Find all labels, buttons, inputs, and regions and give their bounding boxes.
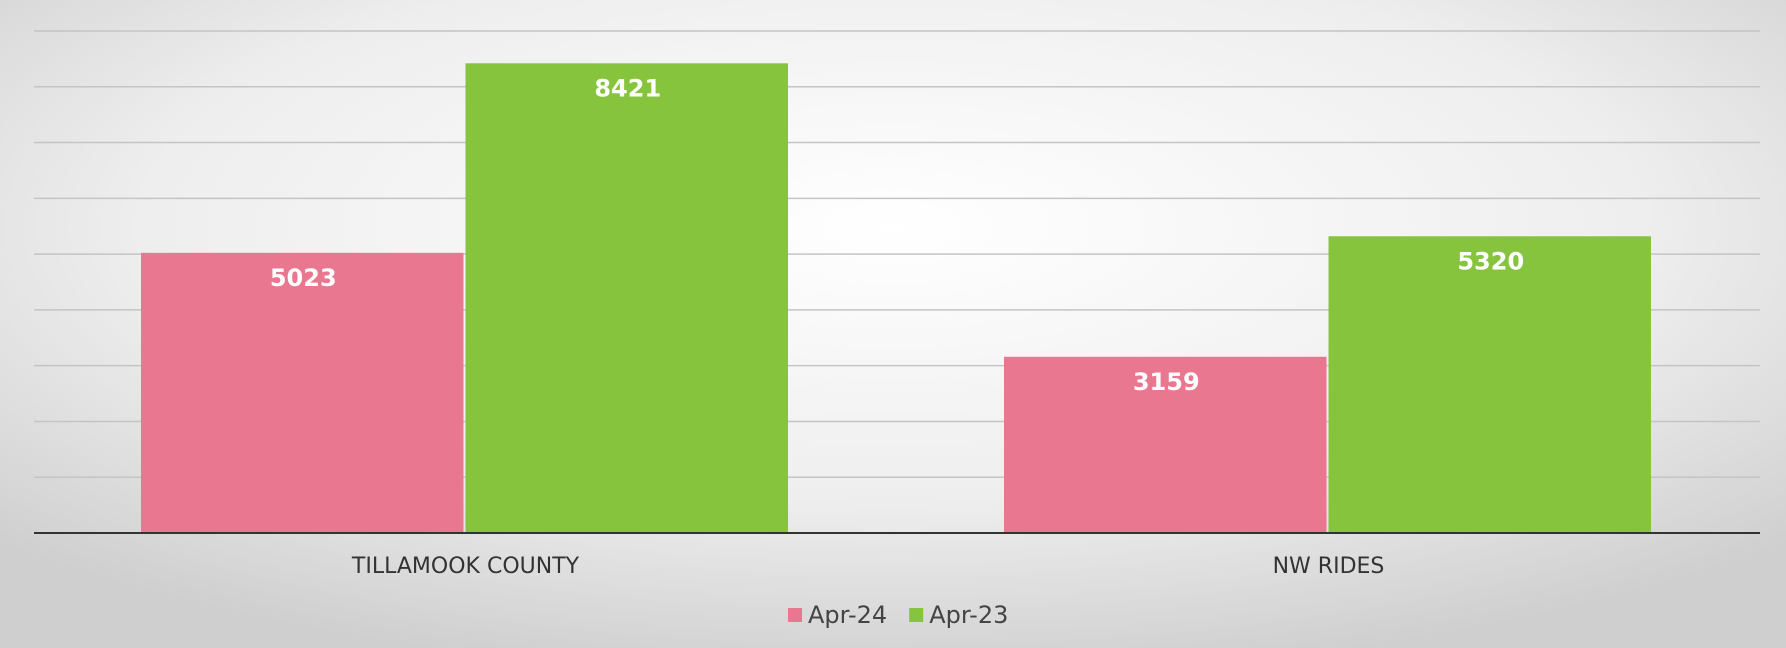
legend-swatch [788, 608, 802, 622]
value-label: 3159 [1133, 368, 1200, 396]
value-label: 5320 [1457, 247, 1524, 275]
legend-label: Apr-23 [929, 601, 1008, 629]
value-label: 5023 [270, 264, 337, 292]
bar [141, 252, 464, 533]
x-tick-label: TILLAMOOK COUNTY [351, 554, 580, 579]
legend-swatch [909, 608, 924, 622]
bar [1328, 236, 1651, 534]
bar [465, 63, 788, 533]
legend-label: Apr-24 [808, 601, 887, 629]
bar [1004, 356, 1327, 533]
x-tick-label: NW RIDES [1273, 554, 1385, 579]
value-label: 8421 [594, 74, 661, 102]
